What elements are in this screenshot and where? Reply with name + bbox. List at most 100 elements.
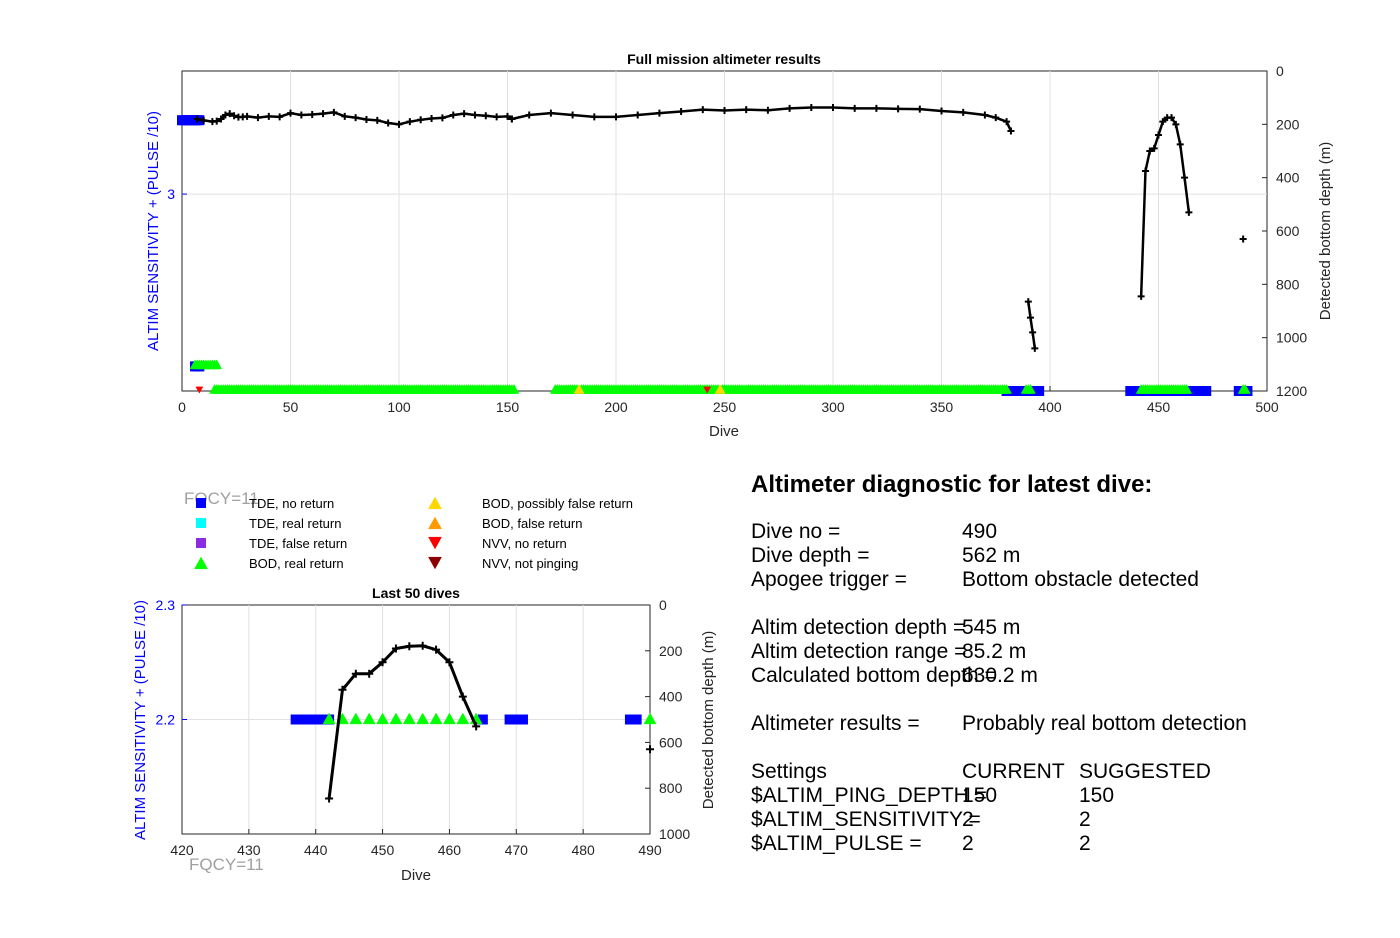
top-chart-title: Full mission altimeter results xyxy=(627,51,821,67)
depth-point xyxy=(742,106,750,114)
depth-point xyxy=(1181,174,1189,182)
bod-real-return-marker xyxy=(1239,383,1251,394)
top-x-label: Dive xyxy=(709,423,739,440)
x-tick-label: 250 xyxy=(713,399,737,415)
depth-point xyxy=(677,108,685,116)
setting-pulse-current: 2 xyxy=(962,832,974,855)
depth-point xyxy=(1003,118,1011,126)
x-tick-label: 150 xyxy=(496,399,520,415)
x-tick-label: 460 xyxy=(438,842,462,858)
x-tick-label: 350 xyxy=(930,399,954,415)
diag-row-detection-range-label: Altim detection range = xyxy=(751,640,967,663)
diagnostic-title: Altimeter diagnostic for latest dive: xyxy=(751,471,1153,498)
tde-no-return-marker xyxy=(310,714,321,725)
bod-real-return-marker xyxy=(389,712,403,725)
y-right-tick-label: 400 xyxy=(659,689,683,705)
depth-point xyxy=(418,641,427,650)
tde-no-return-marker xyxy=(517,714,528,725)
legend-label: NVV, not pinging xyxy=(482,556,578,571)
legend-label: TDE, no return xyxy=(249,496,334,511)
depth-point xyxy=(493,113,501,121)
depth-point xyxy=(458,692,467,701)
depth-point xyxy=(508,115,516,123)
diag-row-dive-no-label: Dive no = xyxy=(751,520,841,543)
depth-point xyxy=(297,111,305,119)
depth-point xyxy=(193,115,201,123)
x-tick-label: 430 xyxy=(237,842,261,858)
settings-header-current: CURRENT xyxy=(962,760,1065,783)
depth-point xyxy=(1007,127,1015,135)
depth-point xyxy=(449,111,457,119)
tde-no-return-marker xyxy=(297,714,308,725)
depth-point xyxy=(851,104,859,112)
bod-real-return-marker xyxy=(211,359,223,370)
bod-real-return-marker xyxy=(1181,383,1193,394)
bod-real-return-marker xyxy=(443,712,456,725)
bod-real-return-marker xyxy=(376,712,389,725)
depth-point xyxy=(894,105,902,113)
bod-real-return-marker xyxy=(402,712,416,725)
diag-row-bottom-depth-label: Calculated bottom depth = xyxy=(751,664,997,687)
depth-point xyxy=(1026,314,1034,322)
y-right-tick-label: 600 xyxy=(659,734,683,750)
bottom-x-ticks: 420 430 440 450 460 470 480 490 xyxy=(170,829,662,858)
bottom-y-label-left: ALTIM SENSITIVITY + (PULSE /10) xyxy=(132,600,149,840)
nvv-no-return-marker xyxy=(703,386,712,394)
x-tick-label: 450 xyxy=(1147,399,1171,415)
last-50-dives-chart: 420 430 440 450 460 470 480 490 2.3 2.2 0 200 400 6… xyxy=(132,585,717,884)
tde-no-return-marker xyxy=(304,714,315,725)
depth-point xyxy=(438,114,446,122)
bod-real-return-marker xyxy=(508,383,520,394)
depth-point xyxy=(504,112,511,120)
top-y-ticks-right: 0 200 400 600 800 1000 1200 xyxy=(1262,63,1307,399)
x-tick-label: 470 xyxy=(505,842,529,858)
depth-line xyxy=(1027,301,1037,349)
legend-items: TDE, no return TDE, real return TDE, false… xyxy=(194,496,633,571)
nvv-no-return-marker xyxy=(195,386,204,394)
depth-point xyxy=(612,113,620,121)
bod-real-return-marker xyxy=(416,712,430,725)
legend-label: TDE, real return xyxy=(249,516,341,531)
legend-label: NVV, no return xyxy=(482,536,567,551)
tde-no-return-marker xyxy=(631,714,642,725)
bod-real-return-marker xyxy=(1001,383,1013,394)
y-right-tick-label: 200 xyxy=(659,643,683,659)
depth-point xyxy=(547,109,555,117)
legend-marker-triangle xyxy=(428,556,442,570)
depth-point xyxy=(1176,140,1184,148)
y-right-tick-label: 0 xyxy=(1276,63,1284,79)
y-right-tick-label: 400 xyxy=(1276,170,1300,186)
depth-point xyxy=(395,120,403,128)
tde-no-return-marker xyxy=(511,714,522,725)
depth-point xyxy=(362,116,370,124)
tde-no-return-marker xyxy=(504,714,515,725)
diag-row-detection-depth-label: Altim detection depth = xyxy=(751,616,966,639)
legend-label: BOD, possibly false return xyxy=(482,496,633,511)
x-tick-label: 480 xyxy=(571,842,595,858)
depth-point xyxy=(352,114,360,122)
depth-point xyxy=(1141,167,1149,175)
depth-point xyxy=(265,112,273,120)
depth-point xyxy=(916,105,924,113)
y-left-tick-label: 3 xyxy=(167,186,175,202)
bottom-x-label: Dive xyxy=(401,867,431,884)
tde-no-return-marker xyxy=(317,714,328,725)
depth-point xyxy=(417,116,425,124)
bod-real-return-marker xyxy=(322,712,336,725)
y-left-tick-label: 2.2 xyxy=(156,712,176,728)
depth-point xyxy=(341,112,349,120)
legend-marker-triangle xyxy=(194,556,208,570)
bottom-depth-series xyxy=(325,641,654,803)
depth-point xyxy=(699,106,707,114)
depth-line xyxy=(511,106,1013,132)
legend-label: TDE, false return xyxy=(249,536,347,551)
x-tick-label: 500 xyxy=(1255,399,1279,415)
depth-point xyxy=(829,104,837,112)
top-y-label-left: ALTIM SENSITIVITY + (PULSE /10) xyxy=(145,111,162,351)
legend-marker-triangle xyxy=(428,496,442,510)
diag-row-results-value: Probably real bottom detection xyxy=(962,712,1247,735)
setting-sensitivity-suggested: 2 xyxy=(1079,808,1091,831)
depth-point xyxy=(405,642,414,651)
